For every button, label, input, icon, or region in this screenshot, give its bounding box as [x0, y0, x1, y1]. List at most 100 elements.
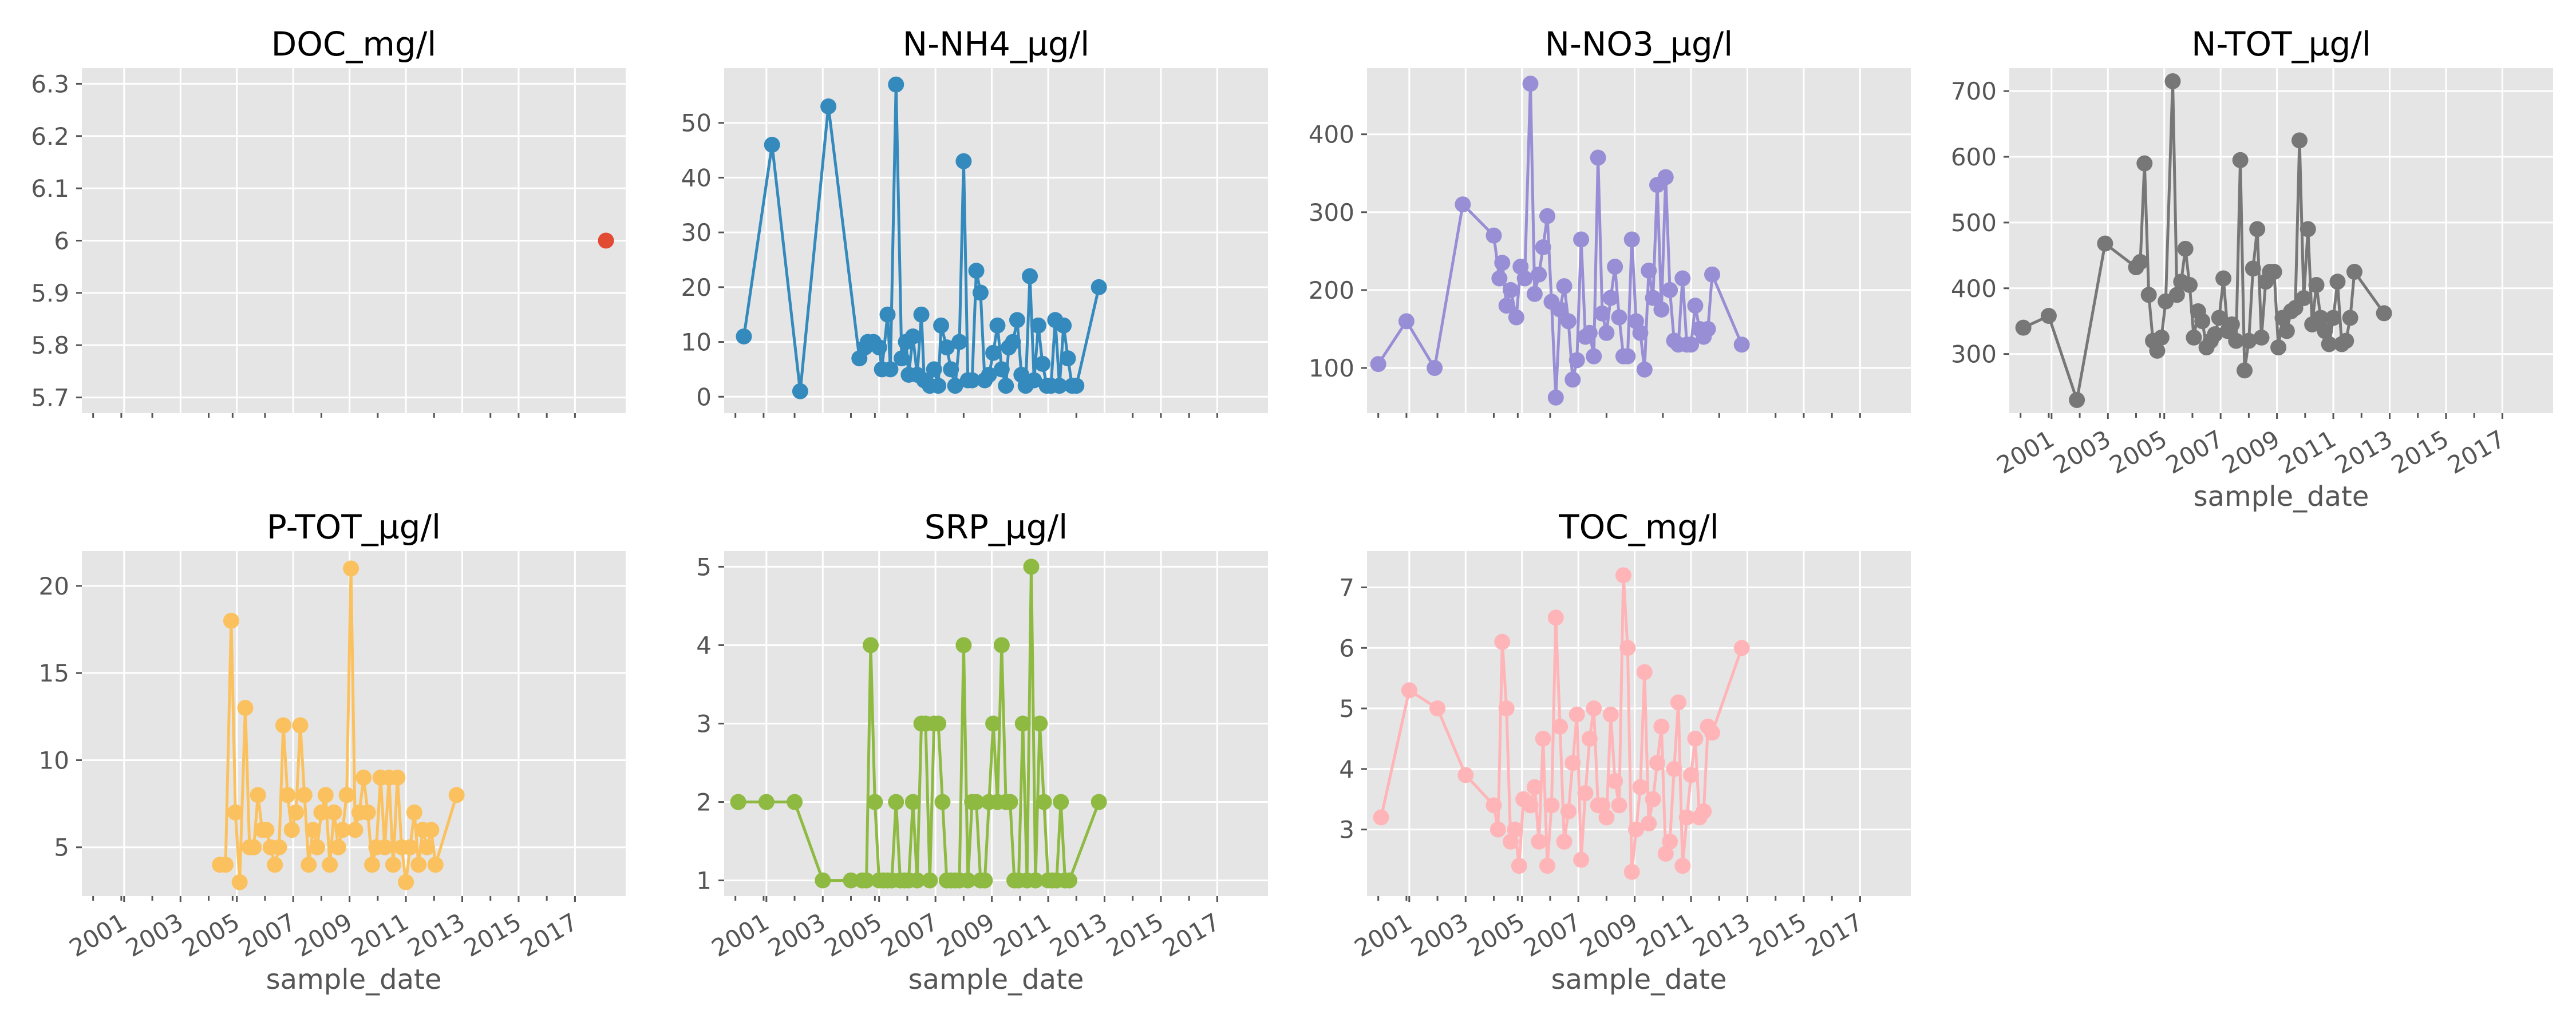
data-point: [2245, 260, 2261, 277]
data-point: [1683, 767, 1700, 783]
chart-title: DOC_mg/l: [271, 25, 437, 64]
data-point: [1503, 282, 1519, 298]
y-tick-label: 5: [1339, 695, 1354, 723]
data-point: [1051, 378, 1068, 394]
x-tick-label: 2005: [820, 908, 887, 962]
data-point: [2097, 235, 2113, 252]
x-tick-label: 2007: [234, 908, 301, 962]
data-point: [1598, 324, 1615, 341]
data-point: [1056, 317, 1072, 334]
y-tick-label: 5.7: [31, 384, 69, 412]
data-point: [2182, 277, 2198, 294]
data-point: [359, 804, 376, 821]
data-point: [389, 769, 406, 786]
x-tick-label: 2013: [1045, 908, 1112, 962]
data-point: [2149, 342, 2166, 359]
y-tick-label: 20: [39, 572, 69, 600]
data-point: [1615, 567, 1631, 584]
data-point: [2069, 392, 2085, 409]
data-point: [406, 804, 422, 821]
data-point: [1030, 317, 1046, 334]
data-point: [2321, 336, 2337, 352]
y-tick-label: 700: [1951, 77, 1997, 105]
data-point: [288, 804, 305, 821]
data-point: [377, 839, 393, 855]
data-point: [1700, 320, 1716, 337]
y-tick-label: 100: [1309, 354, 1354, 382]
data-point: [2237, 362, 2253, 379]
y-tick-label: 300: [1309, 199, 1354, 227]
data-point: [218, 857, 234, 873]
data-point: [1674, 270, 1691, 287]
y-tick-label: 5.8: [31, 331, 69, 359]
data-point: [959, 872, 976, 889]
y-tick-label: 4: [696, 631, 712, 659]
data-point: [871, 339, 887, 356]
data-point: [1526, 779, 1543, 795]
data-point: [1531, 266, 1547, 283]
chart-title: N-NH4_µg/l: [903, 25, 1090, 64]
data-point: [2177, 240, 2194, 257]
data-point: [1632, 779, 1649, 795]
data-point: [1687, 298, 1704, 314]
data-point: [1649, 755, 1665, 771]
y-tick-label: 6.2: [31, 122, 69, 150]
y-tick-label: 4: [1339, 755, 1354, 783]
data-point: [977, 872, 993, 889]
data-point: [267, 857, 283, 873]
data-point: [968, 794, 985, 810]
x-tick-label: 2009: [1575, 908, 1642, 962]
data-point: [309, 839, 326, 855]
y-tick-label: 50: [681, 109, 712, 137]
data-point: [1373, 809, 1389, 826]
data-point: [1511, 858, 1527, 874]
data-point: [1607, 259, 1623, 275]
data-point: [317, 787, 334, 803]
data-point: [1490, 821, 1506, 838]
data-point: [736, 328, 752, 344]
data-point: [2232, 152, 2249, 168]
data-point: [1586, 348, 1602, 365]
data-point: [909, 872, 926, 889]
data-point: [1645, 290, 1661, 306]
data-point: [2296, 290, 2312, 306]
chart-panel: 5.7 5.8 5.9 6 6.1 6.2 6.3 DOC_mg/l: [31, 25, 626, 418]
chart-panel: 5 10 15 20 200120032005200720092011201320152…: [39, 508, 626, 996]
data-point: [1429, 700, 1446, 717]
y-tick-label: 500: [1951, 209, 1997, 237]
y-tick-label: 600: [1951, 143, 1997, 171]
data-point: [227, 804, 244, 821]
data-point: [292, 717, 309, 734]
chart-title: P-TOT_µg/l: [267, 508, 441, 546]
data-point: [904, 794, 921, 810]
data-point: [1581, 730, 1598, 747]
data-point: [758, 794, 775, 810]
data-point: [930, 715, 947, 732]
data-point: [764, 137, 780, 153]
data-point: [1696, 803, 1712, 819]
data-point: [2342, 310, 2358, 326]
data-point: [427, 857, 444, 873]
data-point: [1539, 858, 1556, 874]
data-point: [283, 822, 300, 838]
data-point: [1494, 633, 1511, 650]
data-point: [1611, 309, 1627, 326]
data-point: [355, 769, 372, 786]
chart-panel: 1 2 3 4 5 20012003200520072009201120132015201…: [696, 508, 1268, 996]
data-point: [1457, 767, 1474, 783]
data-point: [888, 794, 904, 810]
data-point: [1678, 809, 1695, 826]
data-point: [398, 874, 414, 890]
y-tick-label: 20: [681, 274, 712, 302]
data-point: [364, 857, 380, 873]
y-tick-label: 10: [681, 328, 712, 356]
data-point: [1547, 389, 1564, 406]
data-point: [223, 612, 239, 629]
data-point: [1522, 797, 1539, 814]
data-point: [1564, 755, 1581, 771]
data-point: [2241, 332, 2257, 349]
series-line: [220, 567, 459, 884]
x-tick-label: 2003: [121, 908, 188, 962]
data-point: [933, 317, 950, 334]
plot-area: [724, 68, 1268, 413]
